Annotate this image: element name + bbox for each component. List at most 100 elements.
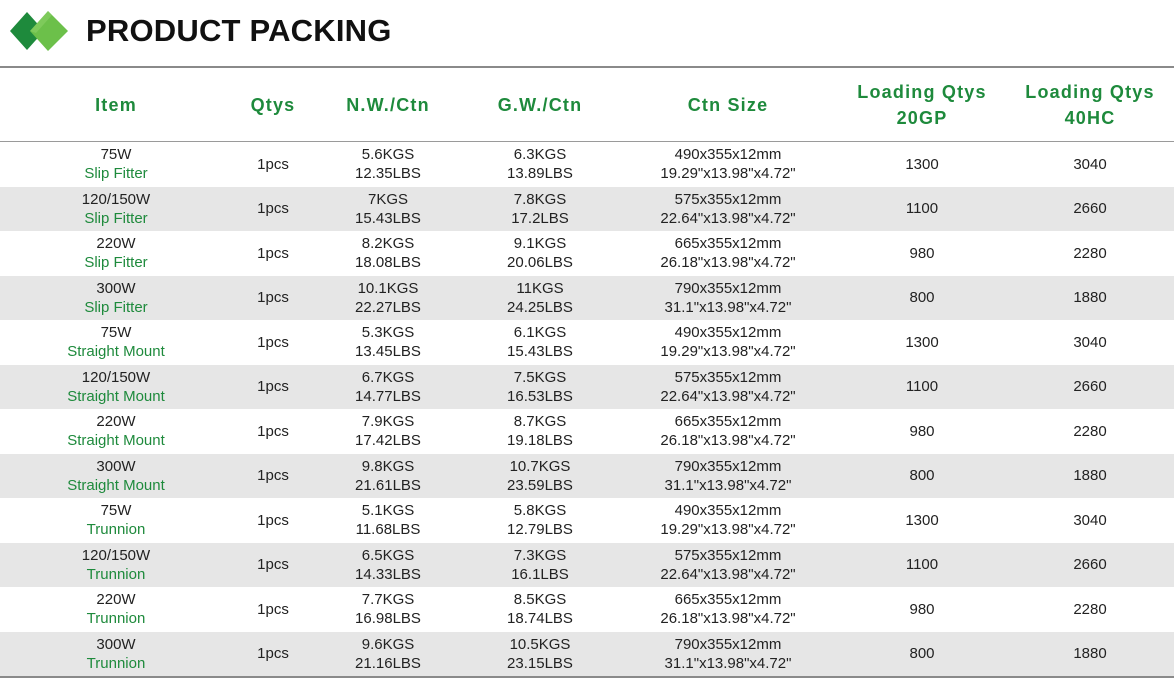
cell-value: 7.5KGS [513,368,567,386]
qtys-cell: 1pcs [257,422,289,440]
mount-type-label: Trunnion [86,565,146,583]
cell-value: 75W [100,324,132,342]
column-header-text: Loading Qtys [1025,81,1155,102]
net-weight-cell: 7KGS 15.43LBS [314,186,462,231]
carton-size-cell: 790x355x12mm 31.1"x13.98"x4.72" [618,631,838,678]
mount-type-label: Straight Mount [67,476,165,494]
loading-40hc-cell: 2660 [1006,186,1174,231]
cell-value: 31.1"x13.98"x4.72" [664,654,792,672]
carton-size-cell: 575x355x12mm 22.64"x13.98"x4.72" [618,542,838,587]
table-row: 300W Slip Fitter 1pcs 10.1KGS 22.27LBS 11KGS 2… [0,275,1174,320]
loading-40hc-cell: 2660 [1006,542,1174,587]
cell-value: 22.64"x13.98"x4.72" [660,387,796,405]
carton-size-cell: 575x355x12mm 22.64"x13.98"x4.72" [618,364,838,409]
item-cell: 120/150W Slip Fitter [0,186,232,231]
cell-value: 11KGS [516,279,564,297]
column-header-text: 40HC [1064,107,1116,128]
cell-value: 75W [100,146,132,164]
cell-value: 9.6KGS [361,635,415,653]
gross-weight-cell: 7.8KGS 17.2LBS [462,186,618,231]
cell-value: 13.45LBS [355,343,421,361]
loading-40hc-cell: 2280 [1073,244,1107,262]
cell-value: 22.27LBS [355,298,421,316]
cell-value: 10.5KGS [509,635,571,653]
cell-value: 17.2LBS [511,209,569,227]
table-row: 220W Slip Fitter 1pcs 8.2KGS 18.08LBS 9.1KGS 2… [0,231,1174,276]
mount-type-label: Slip Fitter [84,298,148,316]
column-header-qtys: Qtys [232,68,314,142]
cell-value: 12.35LBS [355,165,421,183]
cell-value: 23.15LBS [507,654,573,672]
cell-value: 8.5KGS [513,591,567,609]
loading-20gp-cell: 800 [838,275,1006,320]
column-header-nw-per-ctn: N.W./Ctn [314,68,462,142]
column-header-text: Ctn Size [687,94,769,115]
net-weight-cell: 6.7KGS 14.77LBS [314,364,462,409]
mount-type-label: Trunnion [86,654,146,672]
loading-20gp-cell: 980 [909,244,935,262]
column-header-ctn-size: Ctn Size [618,68,838,142]
table-row: 120/150W Slip Fitter 1pcs 7KGS 15.43LBS 7.8KG… [0,186,1174,231]
net-weight-cell: 7.9KGS 17.42LBS [314,409,462,454]
item-cell: 220W Trunnion [0,587,232,632]
qtys-cell: 1pcs [232,364,314,409]
table-header-row: Item Qtys N.W./Ctn G.W./Ctn Ctn Size Loading … [0,68,1174,142]
cell-value: 120/150W [81,190,151,208]
table-row: 220W Straight Mount 1pcs 7.9KGS 17.42LBS 8.7K… [0,409,1174,454]
cell-value: 120/150W [81,546,151,564]
gross-weight-cell: 5.8KGS 12.79LBS [462,498,618,543]
cell-value: 16.98LBS [355,610,421,628]
loading-40hc-cell: 2280 [1073,600,1107,618]
net-weight-cell: 6.5KGS 14.33LBS [314,542,462,587]
loading-40hc-cell: 1880 [1006,631,1174,678]
cell-value: 220W [96,591,136,609]
cell-value: 24.25LBS [507,298,573,316]
cell-value: 9.1KGS [513,235,567,253]
column-header-text: N.W./Ctn [346,94,430,115]
gross-weight-cell: 10.5KGS 23.15LBS [462,631,618,678]
page-title: PRODUCT PACKING [86,13,392,48]
table-row: 120/150W Straight Mount 1pcs 6.7KGS 14.77LBS… [0,364,1174,409]
column-header-item: Item [0,68,232,142]
qtys-cell: 1pcs [232,275,314,320]
cell-value: 7.9KGS [361,413,415,431]
gross-weight-cell: 9.1KGS 20.06LBS [462,231,618,276]
cell-value: 5.3KGS [361,324,415,342]
cell-value: 13.89LBS [507,165,573,183]
cell-value: 575x355x12mm [674,368,782,386]
cell-value: 300W [96,279,136,297]
table-row: 75W Slip Fitter 1pcs 5.6KGS 12.35LBS 6.3KGS 13… [0,142,1174,187]
packing-table-container: Item Qtys N.W./Ctn G.W./Ctn Ctn Size Loading … [0,66,1174,678]
loading-40hc-cell: 1880 [1006,275,1174,320]
cell-value: 12.79LBS [507,521,573,539]
gross-weight-cell: 10.7KGS 23.59LBS [462,453,618,498]
column-header-text: 20GP [896,107,948,128]
net-weight-cell: 5.3KGS 13.45LBS [314,320,462,365]
cell-value: 31.1"x13.98"x4.72" [664,298,792,316]
gross-weight-cell: 8.5KGS 18.74LBS [462,587,618,632]
cell-value: 18.74LBS [507,610,573,628]
item-cell: 75W Slip Fitter [0,142,232,187]
cell-value: 5.8KGS [513,502,567,520]
cell-value: 575x355x12mm [674,190,782,208]
cell-value: 6.1KGS [513,324,567,342]
cell-value: 23.59LBS [507,476,573,494]
item-cell: 75W Straight Mount [0,320,232,365]
loading-40hc-cell: 3040 [1073,511,1107,529]
qtys-cell: 1pcs [257,244,289,262]
loading-20gp-cell: 1100 [838,186,1006,231]
loading-20gp-cell: 800 [838,631,1006,678]
loading-20gp-cell: 980 [909,422,935,440]
column-header-text: Loading Qtys [857,81,987,102]
carton-size-cell: 665x355x12mm 26.18"x13.98"x4.72" [618,409,838,454]
table-row: 75W Straight Mount 1pcs 5.3KGS 13.45LBS 6.1KG… [0,320,1174,365]
gross-weight-cell: 7.5KGS 16.53LBS [462,364,618,409]
loading-20gp-cell: 800 [838,453,1006,498]
cell-value: 18.08LBS [355,254,421,272]
net-weight-cell: 5.6KGS 12.35LBS [314,142,462,187]
carton-size-cell: 490x355x12mm 19.29"x13.98"x4.72" [618,142,838,187]
loading-20gp-cell: 980 [909,600,935,618]
cell-value: 490x355x12mm [674,146,782,164]
cell-value: 31.1"x13.98"x4.72" [664,476,792,494]
table-body: 75W Slip Fitter 1pcs 5.6KGS 12.35LBS 6.3KGS 13… [0,142,1174,678]
